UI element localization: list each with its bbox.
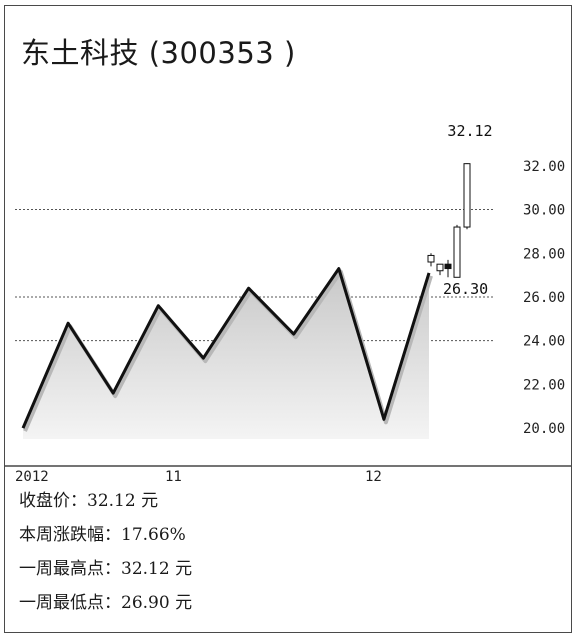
candlestick — [436, 263, 444, 276]
candle-body — [463, 163, 471, 228]
stat-weekly-change: 本周涨跌幅：17.66% — [19, 518, 192, 552]
y-tick-label: 26.00 — [523, 290, 565, 306]
candlestick — [427, 253, 435, 267]
stats-panel: 收盘价：32.12 元 本周涨跌幅：17.66% 一周最高点：32.12 元 一… — [19, 484, 192, 620]
stat-label: 一周最高点： — [19, 559, 121, 579]
stat-value: 17.66% — [121, 525, 186, 545]
stat-label: 一周最低点： — [19, 593, 121, 613]
stat-value: 32.12 元 — [87, 491, 159, 511]
candle-body — [444, 263, 452, 270]
x-tick-label: 2012 — [15, 469, 49, 484]
stat-close-price: 收盘价：32.12 元 — [19, 484, 192, 518]
stock-chart: 32.12 26.30 20.00 22.00 24.00 26.00 28.00 30.0… — [5, 114, 571, 484]
series-line — [21, 267, 431, 429]
candlestick — [463, 163, 471, 230]
stock-card: 东土科技 (300353 ) 32.12 26.30 20.00 22.00 24.0… — [4, 5, 572, 633]
candle-body — [427, 254, 435, 263]
low-label: 26.30 — [443, 280, 488, 298]
stat-label: 收盘价： — [19, 491, 87, 511]
high-label: 32.12 — [447, 122, 492, 140]
y-tick-label: 24.00 — [523, 334, 565, 350]
x-tick-label: 12 — [365, 469, 382, 484]
stat-value: 26.90 元 — [121, 593, 193, 613]
candle-body — [453, 226, 461, 278]
y-tick-label: 28.00 — [523, 246, 565, 262]
stat-label: 本周涨跌幅： — [19, 525, 121, 545]
chart-svg: 32.12 26.30 20.00 22.00 24.00 26.00 28.00 30.0… — [5, 122, 571, 484]
candle-body — [436, 263, 444, 272]
candlestick — [453, 224, 461, 278]
y-tick-label: 30.00 — [523, 203, 565, 219]
x-tick-label: 11 — [165, 469, 182, 484]
y-tick-label: 20.00 — [523, 421, 565, 437]
y-tick-label: 22.00 — [523, 377, 565, 393]
stat-weekly-low: 一周最低点：26.90 元 — [19, 586, 192, 620]
page-title: 东土科技 (300353 ) — [21, 36, 296, 70]
stat-weekly-high: 一周最高点：32.12 元 — [19, 552, 192, 586]
candlestick — [444, 259, 452, 278]
stat-value: 32.12 元 — [121, 559, 193, 579]
y-tick-label: 32.00 — [523, 159, 565, 175]
area-fill — [23, 268, 429, 439]
